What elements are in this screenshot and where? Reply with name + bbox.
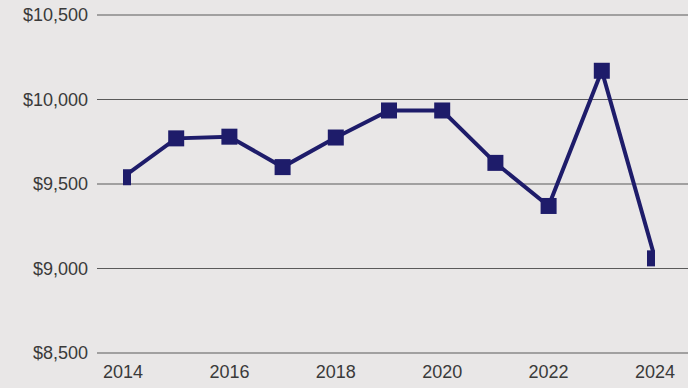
svg-text:2014: 2014 — [103, 362, 143, 382]
svg-text:2024: 2024 — [635, 362, 675, 382]
svg-text:2016: 2016 — [209, 362, 249, 382]
svg-text:2020: 2020 — [422, 362, 462, 382]
svg-text:$9,000: $9,000 — [33, 259, 88, 279]
svg-text:2018: 2018 — [316, 362, 356, 382]
svg-text:$8,500: $8,500 — [33, 343, 88, 363]
svg-text:$10,000: $10,000 — [23, 90, 88, 110]
svg-text:$9,500: $9,500 — [33, 174, 88, 194]
svg-text:$10,500: $10,500 — [23, 5, 88, 25]
svg-text:2022: 2022 — [529, 362, 569, 382]
